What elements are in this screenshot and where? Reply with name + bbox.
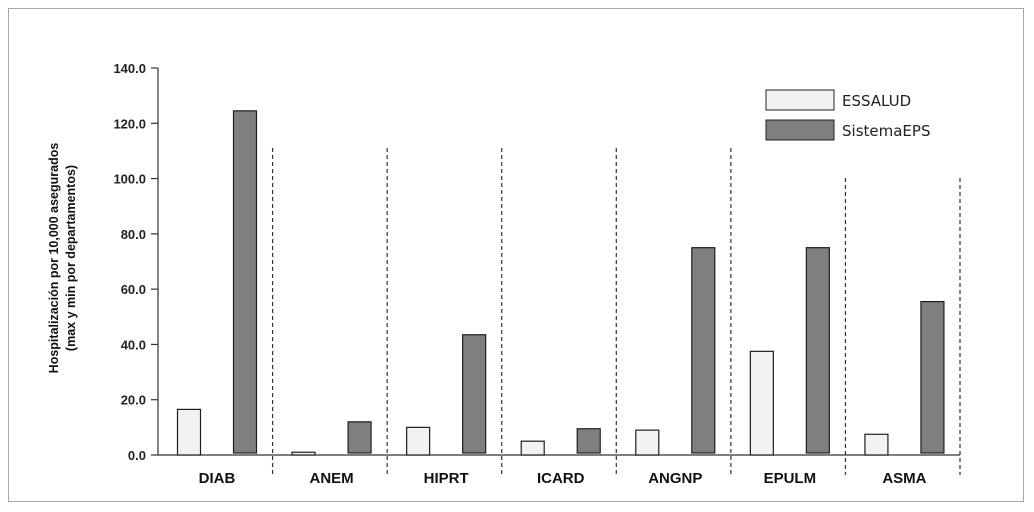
y-tick-label: 140.0 <box>113 61 146 76</box>
bar-essalud-diab <box>176 408 202 456</box>
bars <box>176 110 945 456</box>
category-label: ANEM <box>309 470 353 487</box>
bar-sistemaeps-anem <box>347 421 372 454</box>
bar-essalud-epulm <box>749 350 774 456</box>
category-label: ASMA <box>882 470 926 487</box>
y-tick-label: 20.0 <box>121 393 146 408</box>
legend-swatch-sistemaeps <box>765 119 835 141</box>
bar-sistemaeps-hiprt <box>462 334 487 454</box>
y-axis-title: Hospitalización por 10,000 asegurados (m… <box>47 143 78 374</box>
bar-sistemaeps-diab <box>232 110 258 454</box>
legend-label-essalud: ESSALUD <box>842 92 911 110</box>
bar-sistemaeps-epulm <box>805 247 830 454</box>
legend-swatch-essalud <box>765 89 835 111</box>
category-label: EPULM <box>764 470 817 487</box>
bar-essalud-anem <box>291 451 316 456</box>
y-axis-title-line2: (max y min por departamentos) <box>64 165 78 351</box>
category-label: DIAB <box>199 470 236 487</box>
y-tick-label: 40.0 <box>121 337 146 352</box>
y-tick-label: 80.0 <box>121 227 146 242</box>
bar-essalud-asma <box>864 433 889 456</box>
bar-essalud-hiprt <box>406 426 431 456</box>
category-label: ANGNP <box>648 470 702 487</box>
bar-essalud-angnp <box>635 429 660 456</box>
y-tick-label: 100.0 <box>113 172 146 187</box>
category-label: ICARD <box>537 470 585 487</box>
category-separators <box>271 148 961 475</box>
category-labels: DIAB ANEM HIPRT ICARD ANGNP EPULM ASMA <box>199 470 927 487</box>
y-tick-label: 0.0 <box>128 448 146 463</box>
bar-sistemaeps-asma <box>920 300 945 454</box>
y-tick-label: 60.0 <box>121 282 146 297</box>
y-axis-title-line1: Hospitalización por 10,000 asegurados <box>47 143 61 374</box>
bar-sistemaeps-icard <box>576 428 601 454</box>
legend-label-sistemaeps: SistemaEPS <box>842 122 930 140</box>
bar-sistemaeps-angnp <box>691 247 716 454</box>
bar-essalud-icard <box>520 440 545 456</box>
category-label: HIPRT <box>424 470 469 487</box>
legend: ESSALUD SistemaEPS <box>765 89 930 141</box>
y-tick-label: 120.0 <box>113 116 146 131</box>
